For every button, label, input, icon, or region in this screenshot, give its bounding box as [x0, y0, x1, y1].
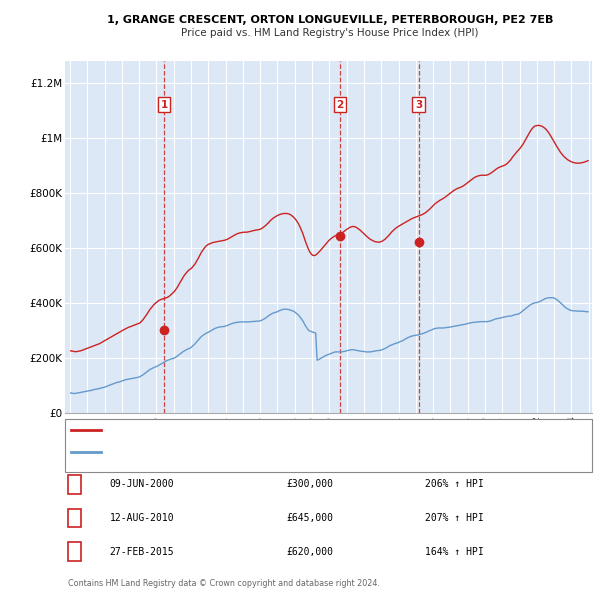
Text: 3: 3	[71, 547, 79, 556]
Text: 09-JUN-2000: 09-JUN-2000	[110, 480, 175, 489]
Text: HPI: Average price, detached house, City of Peterborough: HPI: Average price, detached house, City…	[107, 447, 356, 457]
Text: 1, GRANGE CRESCENT, ORTON LONGUEVILLE, PETERBOROUGH, PE2 7EB: 1, GRANGE CRESCENT, ORTON LONGUEVILLE, P…	[107, 15, 553, 25]
Text: 27-FEB-2015: 27-FEB-2015	[110, 547, 175, 556]
Text: 12-AUG-2010: 12-AUG-2010	[110, 513, 175, 523]
Text: 164% ↑ HPI: 164% ↑ HPI	[425, 547, 484, 556]
Text: £620,000: £620,000	[287, 547, 334, 556]
Text: 2: 2	[336, 100, 344, 110]
Text: Contains HM Land Registry data © Crown copyright and database right 2024.: Contains HM Land Registry data © Crown c…	[68, 579, 380, 588]
Text: £300,000: £300,000	[287, 480, 334, 489]
Text: 207% ↑ HPI: 207% ↑ HPI	[425, 513, 484, 523]
Text: 1: 1	[71, 480, 79, 489]
Text: 2: 2	[71, 513, 79, 523]
Text: Price paid vs. HM Land Registry's House Price Index (HPI): Price paid vs. HM Land Registry's House …	[181, 28, 479, 38]
Text: 1, GRANGE CRESCENT, ORTON LONGUEVILLE, PETERBOROUGH, PE2 7EB (detached hou: 1, GRANGE CRESCENT, ORTON LONGUEVILLE, P…	[107, 425, 487, 434]
Text: 1: 1	[160, 100, 167, 110]
Text: 3: 3	[415, 100, 422, 110]
Text: 206% ↑ HPI: 206% ↑ HPI	[425, 480, 484, 489]
Text: £645,000: £645,000	[287, 513, 334, 523]
